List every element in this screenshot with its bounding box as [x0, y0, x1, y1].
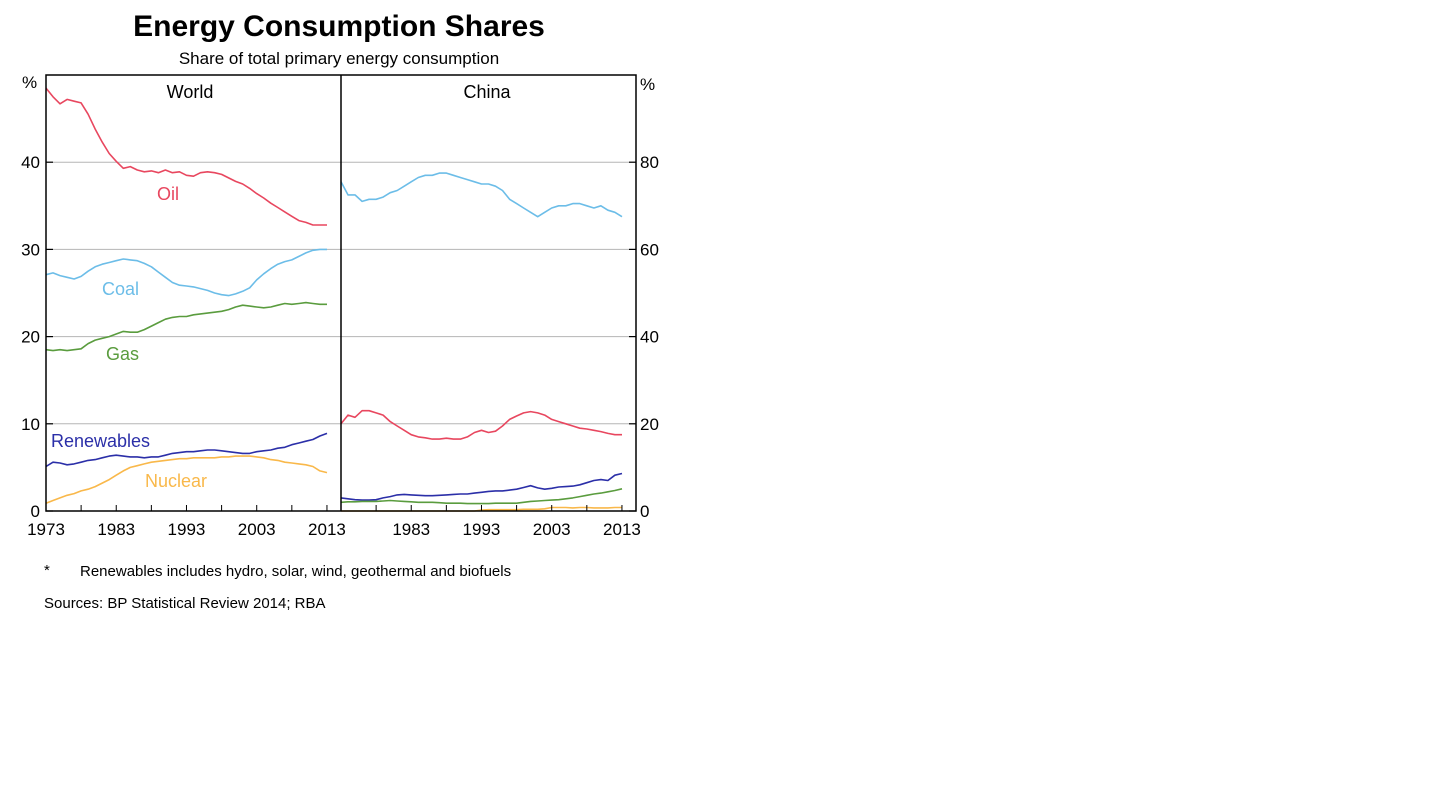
- series-label-nuclear: Nuclear: [145, 471, 207, 491]
- series-line-world-oil: [45, 87, 327, 226]
- series-label-coal: Coal: [102, 279, 139, 299]
- panel-label-world: World: [167, 82, 214, 102]
- series-label-gas: Gas: [106, 344, 139, 364]
- series-line-world-coal: [45, 248, 327, 297]
- x-tick-label: 2003: [238, 520, 276, 539]
- right-tick-label: 40: [640, 328, 659, 347]
- sources-note: Sources: BP Statistical Review 2014; RBA: [44, 595, 326, 612]
- left-axis-unit: %: [22, 73, 37, 92]
- footnote-marker: *: [44, 562, 50, 579]
- right-tick-label: 0: [640, 502, 649, 521]
- x-tick-label: 1983: [97, 520, 135, 539]
- footnote-text: Renewables includes hydro, solar, wind, …: [80, 563, 511, 580]
- chart: Energy Consumption Shares Share of total…: [21, 10, 659, 612]
- right-tick-label: 60: [640, 240, 659, 259]
- left-tick-label: 0: [31, 502, 40, 521]
- series-line-china-coal: [340, 172, 623, 218]
- x-tick-label: 1973: [27, 520, 65, 539]
- x-tick-label: 2013: [603, 520, 641, 539]
- right-tick-label: 20: [640, 415, 659, 434]
- chart-subtitle: Share of total primary energy consumptio…: [179, 49, 499, 68]
- series-line-china-oil: [340, 409, 622, 440]
- right-tick-label: 80: [640, 153, 659, 172]
- series-line-china-gas: [340, 488, 623, 505]
- panel-label-china: China: [463, 82, 511, 102]
- series-label-renewables: Renewables: [51, 431, 150, 451]
- x-tick-label: 1993: [168, 520, 206, 539]
- series-label-oil: Oil: [157, 184, 179, 204]
- x-tick-label: 1983: [392, 520, 430, 539]
- series-line-world-gas: [45, 301, 327, 352]
- left-tick-label: 20: [21, 328, 40, 347]
- right-axis-unit: %: [640, 75, 655, 94]
- left-tick-label: 30: [21, 240, 40, 259]
- x-tick-label: 2003: [533, 520, 571, 539]
- series-line-china-renewables: [340, 472, 623, 501]
- chart-title: Energy Consumption Shares: [133, 10, 545, 43]
- left-tick-label: 40: [21, 153, 40, 172]
- x-tick-label: 2013: [308, 520, 346, 539]
- series-line-world-renewables: [45, 432, 328, 468]
- x-tick-label: 1993: [463, 520, 501, 539]
- series-line-world-nuclear: [45, 455, 328, 504]
- left-tick-label: 10: [21, 415, 40, 434]
- axis-ticks: 0 10 20 30 40 0 20 40 60 80 1973 1983 1993 2003 2013 19…: [21, 153, 659, 539]
